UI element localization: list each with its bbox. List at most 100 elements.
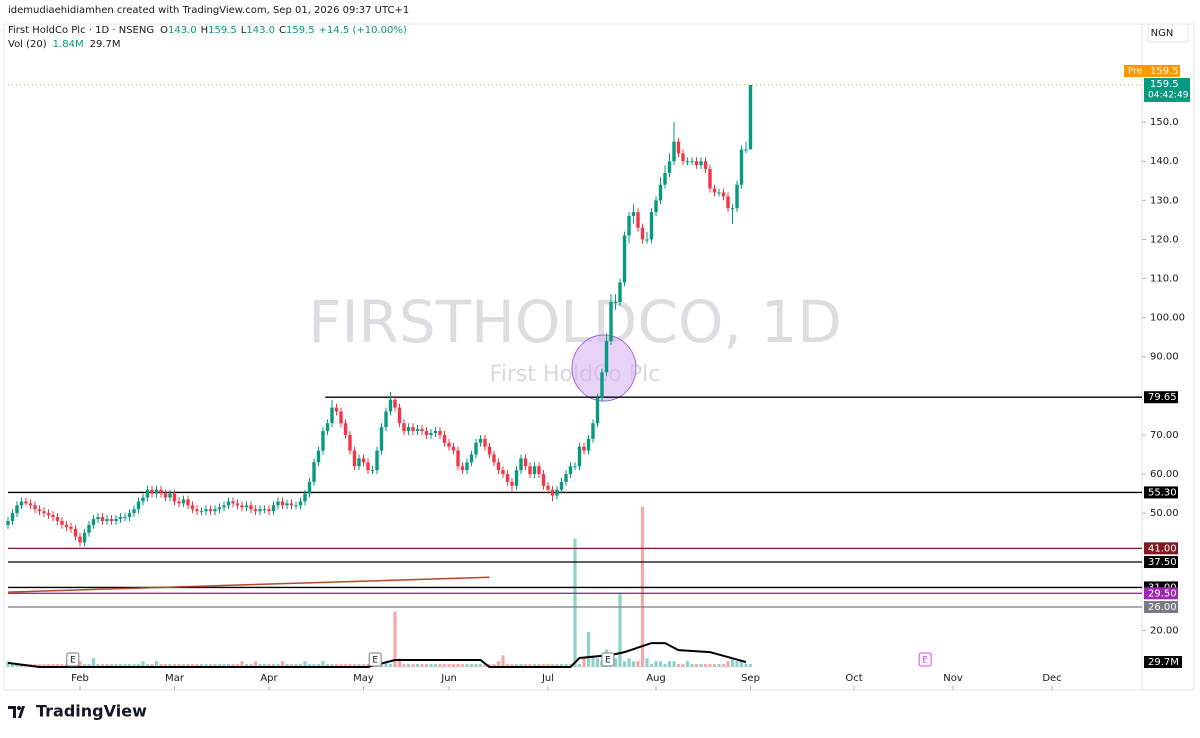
volume-bar	[465, 664, 469, 667]
candle-body	[361, 458, 366, 463]
candle-body	[231, 501, 235, 504]
candle-body	[271, 505, 276, 512]
volume-bar	[64, 664, 69, 667]
volume-bar	[258, 664, 262, 667]
volume-bar	[100, 664, 105, 667]
volume-bar	[366, 664, 370, 667]
earnings-label: E	[922, 656, 928, 666]
volume-bar	[586, 632, 591, 667]
volume-bar	[631, 661, 636, 667]
volume-bar	[343, 664, 348, 667]
volume-bar	[744, 664, 748, 667]
level-label: 79.65	[1148, 392, 1177, 403]
volume-bar	[253, 661, 258, 667]
pre-market-tag: Pre	[1128, 66, 1143, 76]
volume-bar	[325, 664, 330, 667]
volume-bar	[541, 664, 546, 667]
candle-body	[159, 489, 163, 494]
level-label: 26.00	[1148, 602, 1177, 613]
volume-bar	[361, 664, 366, 667]
volume-bar	[181, 664, 186, 667]
candle-body	[604, 341, 609, 373]
candle-body	[316, 450, 321, 463]
volume-bar	[708, 664, 712, 667]
volume-bar	[262, 664, 267, 667]
volume-bar	[469, 664, 474, 667]
volume-name: Vol (20)	[8, 39, 47, 50]
brand: TradingView	[36, 702, 147, 721]
volume-bar	[613, 658, 618, 667]
candle-body	[334, 407, 339, 412]
candle-body	[429, 432, 433, 435]
volume-bar	[195, 664, 199, 667]
volume-bar	[96, 664, 100, 667]
currency-box[interactable]	[1147, 23, 1189, 43]
volume-bar	[289, 664, 294, 667]
candle-body	[537, 466, 541, 475]
candle-body	[357, 458, 361, 467]
candle-body	[298, 501, 303, 506]
candle-body	[222, 505, 226, 508]
last-price-label: 159.5	[1150, 79, 1179, 90]
volume-bar	[519, 664, 523, 667]
candle-body	[96, 517, 100, 520]
candle-body	[487, 446, 492, 455]
candle-body	[127, 513, 132, 518]
volume-bar	[334, 664, 339, 667]
y-tick-label: 90.00	[1150, 352, 1179, 363]
candle-body	[384, 411, 388, 428]
volume-bar	[307, 664, 312, 667]
candle-body	[690, 161, 694, 163]
candle-body	[708, 169, 712, 189]
legend-close: 159.5	[286, 25, 315, 36]
candle-body	[649, 212, 654, 240]
volume-bar	[321, 661, 325, 667]
volume-bar	[136, 664, 141, 667]
volume-bar	[303, 661, 307, 667]
candle-body	[240, 505, 244, 508]
candle-body	[393, 399, 397, 408]
currency[interactable]: NGN	[1151, 28, 1174, 39]
candle-body	[627, 215, 631, 236]
volume-bar	[676, 664, 681, 667]
y-tick-label: 100.00	[1150, 313, 1185, 324]
volume-bar	[352, 664, 357, 667]
candle-body	[618, 282, 622, 302]
candle-body	[118, 517, 123, 520]
volume-bar	[694, 664, 699, 667]
logo-shape	[8, 706, 25, 718]
volume-ma-box	[1144, 656, 1182, 668]
pre-market-box	[1144, 64, 1180, 77]
volume-bar	[406, 664, 411, 667]
candle-body	[235, 503, 240, 506]
volume-bar	[42, 664, 46, 667]
x-tick-label: Aug	[646, 673, 666, 684]
level-label: 37.50	[1148, 557, 1177, 568]
volume-bar	[717, 664, 721, 667]
volume-bar	[87, 664, 91, 667]
candle-body	[703, 161, 708, 170]
earnings-marker	[918, 652, 932, 667]
candle-body	[145, 489, 150, 498]
y-tick-label: 50.00	[1150, 508, 1179, 519]
symbol: First HoldCo Plc · 1D · NSENG	[8, 25, 154, 36]
volume-bar	[681, 664, 685, 667]
candle-body	[717, 192, 721, 194]
earnings-marker	[66, 652, 80, 667]
earnings-marker	[601, 652, 615, 667]
candle-body	[307, 481, 312, 494]
legend-high: 159.5	[208, 25, 237, 36]
volume-bar	[420, 664, 424, 667]
candle-body	[550, 489, 555, 496]
volume-bar	[433, 664, 438, 667]
candle-body	[213, 509, 217, 512]
volume-bar	[276, 664, 280, 667]
volume-bar	[118, 664, 123, 667]
volume-bar	[532, 664, 537, 667]
candle-body	[82, 532, 87, 543]
volume-bar	[348, 664, 352, 667]
volume-bar	[460, 664, 465, 667]
candle-body	[492, 454, 496, 463]
volume-bar	[411, 664, 415, 667]
volume-bar	[712, 664, 717, 667]
